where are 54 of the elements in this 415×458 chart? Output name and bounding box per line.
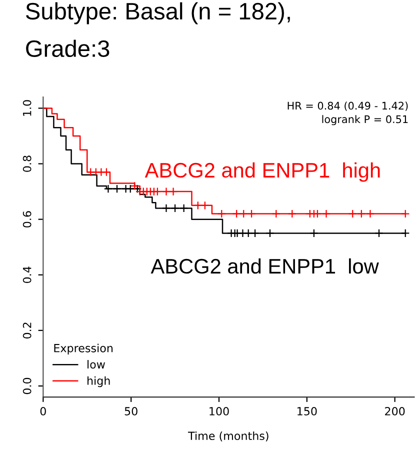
point	[239, 209, 248, 218]
x-tick-label: 50	[124, 407, 138, 416]
y-tick-label: 0.2	[22, 322, 32, 339]
point	[200, 201, 210, 210]
x-tick-label: 150	[298, 407, 317, 416]
point	[92, 168, 100, 176]
x-axis-title: Time (months)	[188, 431, 268, 442]
point	[162, 187, 171, 196]
point	[366, 209, 375, 218]
y-tick-label: 0.8	[22, 156, 32, 172]
point	[194, 201, 202, 210]
point	[162, 204, 171, 213]
point	[401, 228, 410, 238]
point	[232, 228, 242, 238]
point	[179, 204, 188, 213]
point	[217, 209, 226, 218]
point	[288, 209, 296, 218]
legend-title: Expression	[54, 344, 113, 354]
point	[104, 184, 113, 194]
annotation: ABCG2 and ENPP1 high	[144, 162, 380, 182]
point	[374, 228, 384, 238]
point	[250, 228, 260, 238]
point	[126, 184, 135, 194]
point	[266, 228, 274, 238]
point	[170, 204, 180, 213]
point	[401, 209, 410, 218]
point	[168, 187, 178, 196]
point	[348, 209, 357, 218]
point	[357, 209, 366, 218]
point	[272, 209, 280, 218]
y-tick-label: 0.0	[22, 378, 32, 394]
point	[102, 168, 111, 176]
annotation: ABCG2 and ENPP1 low	[150, 258, 379, 274]
chart-title: Subtype: Basal (n = 182), Grade:3	[26, 2, 290, 58]
point	[130, 182, 139, 190]
point	[310, 228, 318, 238]
x-tick-label: 100	[210, 407, 229, 416]
annotation: logrank P = 0.51	[322, 115, 408, 126]
x-tick-label: 200	[385, 407, 405, 416]
legend-label: high	[88, 376, 110, 388]
y-tick-label: 1.0	[22, 100, 32, 116]
point	[112, 184, 122, 194]
point	[247, 209, 256, 218]
annotation: HR = 0.84 (0.49 - 1.42)	[288, 102, 408, 111]
point	[232, 209, 241, 218]
point	[322, 209, 331, 218]
legend-label: low	[88, 360, 105, 369]
x-tick-label: 0	[40, 407, 46, 416]
point	[244, 228, 253, 238]
y-tick-label: 0.4	[22, 266, 32, 283]
point	[86, 168, 95, 176]
point	[133, 184, 142, 194]
point	[238, 228, 248, 238]
y-tick-label: 0.6	[22, 211, 32, 228]
